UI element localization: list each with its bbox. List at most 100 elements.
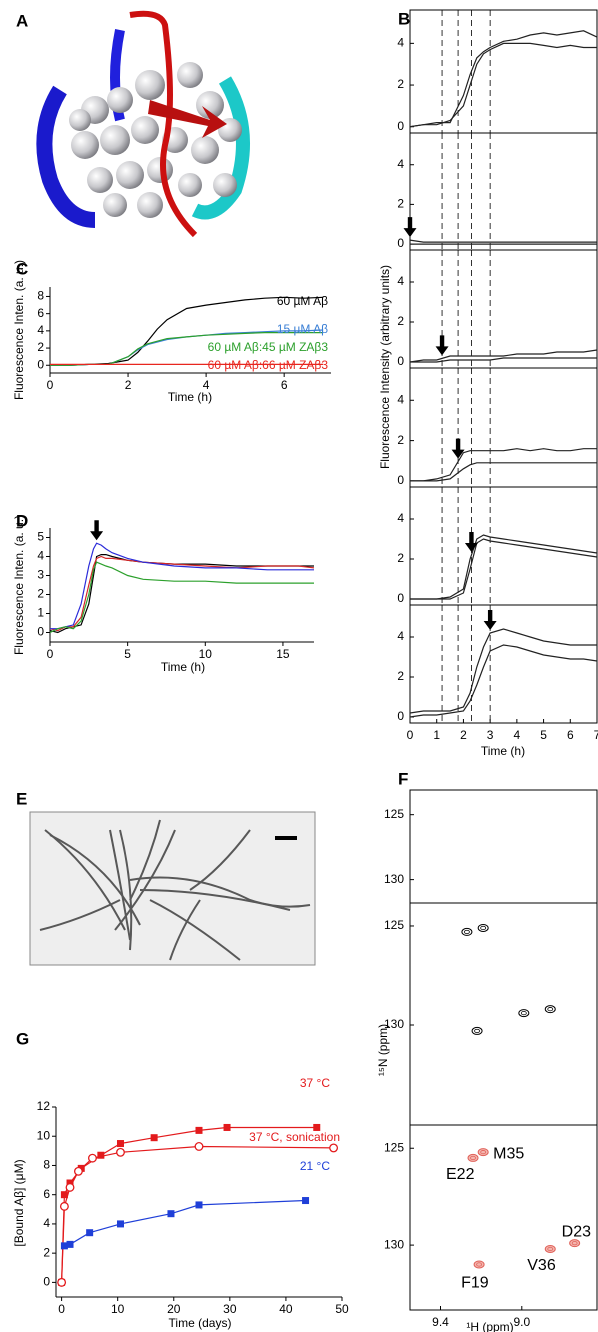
marker xyxy=(97,1151,105,1159)
y-tick-label: 5 xyxy=(37,530,44,544)
panel-label: A xyxy=(16,11,28,30)
peak-label: D23 xyxy=(562,1223,591,1240)
y-axis-label: [Bound Aβ] (μM) xyxy=(12,1159,26,1246)
series-line xyxy=(410,462,597,482)
subplot-frame xyxy=(409,789,598,904)
series-line xyxy=(50,542,314,630)
y-tick-label: 10 xyxy=(37,1128,51,1142)
subplot-frame xyxy=(409,486,598,606)
peak xyxy=(569,1239,581,1248)
peak-contour xyxy=(480,1150,487,1155)
sheet xyxy=(148,100,227,138)
scale-bar xyxy=(275,836,297,840)
x-axis-label: Time (h) xyxy=(161,660,205,674)
series-line xyxy=(409,239,597,243)
x-tick-label: 0 xyxy=(58,1302,65,1316)
y-tick-label: 0 xyxy=(397,473,404,487)
y-tick-label: 6 xyxy=(43,1187,50,1201)
y-tick-label: 0 xyxy=(397,709,404,723)
y-axis-label: Fluorescence Inten. (a. u.) xyxy=(12,260,26,400)
y-tick-label: 4 xyxy=(397,157,404,171)
x-tick-label: 20 xyxy=(167,1302,181,1316)
y-tick-label: 8 xyxy=(37,289,44,303)
y-tick-label: 125 xyxy=(384,918,404,932)
peak-label: F19 xyxy=(461,1275,489,1292)
peak xyxy=(518,1009,530,1018)
y-tick-label: 0 xyxy=(37,357,44,371)
x-tick-label: 3 xyxy=(487,728,494,742)
y-tick-label: 2 xyxy=(397,551,404,565)
y-tick-label: 8 xyxy=(43,1158,50,1172)
y-tick-label: 1 xyxy=(37,606,44,620)
y-tick-label: 125 xyxy=(384,1140,404,1154)
x-tick-label: 6 xyxy=(567,728,574,742)
panel-label: E xyxy=(16,789,27,808)
x-tick-label: 0 xyxy=(47,378,54,392)
peak-contour xyxy=(474,1028,480,1034)
y-tick-label: 4 xyxy=(43,1216,50,1230)
marker xyxy=(60,1191,68,1199)
x-tick-label: 40 xyxy=(279,1302,293,1316)
marker xyxy=(73,1166,83,1176)
series-label: 21 °C xyxy=(300,1159,330,1173)
peak xyxy=(471,1026,483,1035)
y-tick-label: 0 xyxy=(37,625,44,639)
peak xyxy=(477,1148,489,1157)
series-line xyxy=(410,357,597,363)
subplot-frame xyxy=(409,604,598,724)
peak xyxy=(544,1005,556,1014)
arrow xyxy=(464,532,478,552)
x-tick-label: 50 xyxy=(335,1302,349,1316)
series-label: 15 µM Aβ xyxy=(277,322,328,336)
marker xyxy=(116,1140,124,1148)
series-line xyxy=(64,1199,306,1247)
peak-contour xyxy=(476,1262,483,1267)
series-line xyxy=(410,448,597,482)
x-tick-label: 4 xyxy=(203,378,210,392)
series-line xyxy=(409,628,597,714)
subplot-frame xyxy=(409,9,598,134)
y-tick-label: 130 xyxy=(384,1237,404,1251)
y-tick-label: 2 xyxy=(397,669,404,683)
x-axis-label: Time (h) xyxy=(168,390,212,404)
peak-label: E22 xyxy=(446,1166,475,1183)
helix xyxy=(36,85,96,228)
y-tick-label: 130 xyxy=(384,1017,404,1031)
series-line xyxy=(409,349,598,363)
y-tick-label: 2 xyxy=(397,433,404,447)
subplot-frame xyxy=(409,132,598,251)
panel-label: B xyxy=(398,9,410,28)
series-line xyxy=(49,561,314,634)
series-line xyxy=(61,1126,317,1283)
arrow xyxy=(90,520,104,541)
y-tick-label: 2 xyxy=(37,587,44,601)
panel-label: D xyxy=(16,511,28,530)
y-tick-label: 2 xyxy=(397,314,404,328)
peak xyxy=(467,1153,479,1162)
y-tick-label: 2 xyxy=(37,340,44,354)
x-tick-label: 10 xyxy=(111,1302,125,1316)
y-tick-label: 0 xyxy=(397,354,404,368)
y-tick-label: 4 xyxy=(397,36,404,50)
series-label: 37 °C xyxy=(300,1076,330,1090)
x-axis-label: Time (days) xyxy=(169,1316,232,1330)
series-label: 37 °C, sonication xyxy=(249,1130,340,1144)
series-line xyxy=(410,534,598,600)
peak-contour xyxy=(571,1241,578,1246)
x-tick-label: 9.4 xyxy=(432,1315,449,1329)
y-tick-label: 125 xyxy=(384,807,404,821)
x-tick-label: 1 xyxy=(433,728,440,742)
series-line xyxy=(61,1145,334,1283)
marker xyxy=(66,1240,74,1248)
y-tick-label: 12 xyxy=(37,1099,51,1113)
y-tick-label: 4 xyxy=(37,549,44,563)
x-tick-label: 4 xyxy=(514,728,521,742)
y-tick-label: 4 xyxy=(37,323,44,337)
panel-label: G xyxy=(16,1029,29,1048)
x-tick-label: 6 xyxy=(281,378,288,392)
subplot-frame xyxy=(409,367,598,488)
marker xyxy=(116,1147,125,1157)
arrow xyxy=(435,335,449,356)
protein-structure xyxy=(36,10,250,238)
